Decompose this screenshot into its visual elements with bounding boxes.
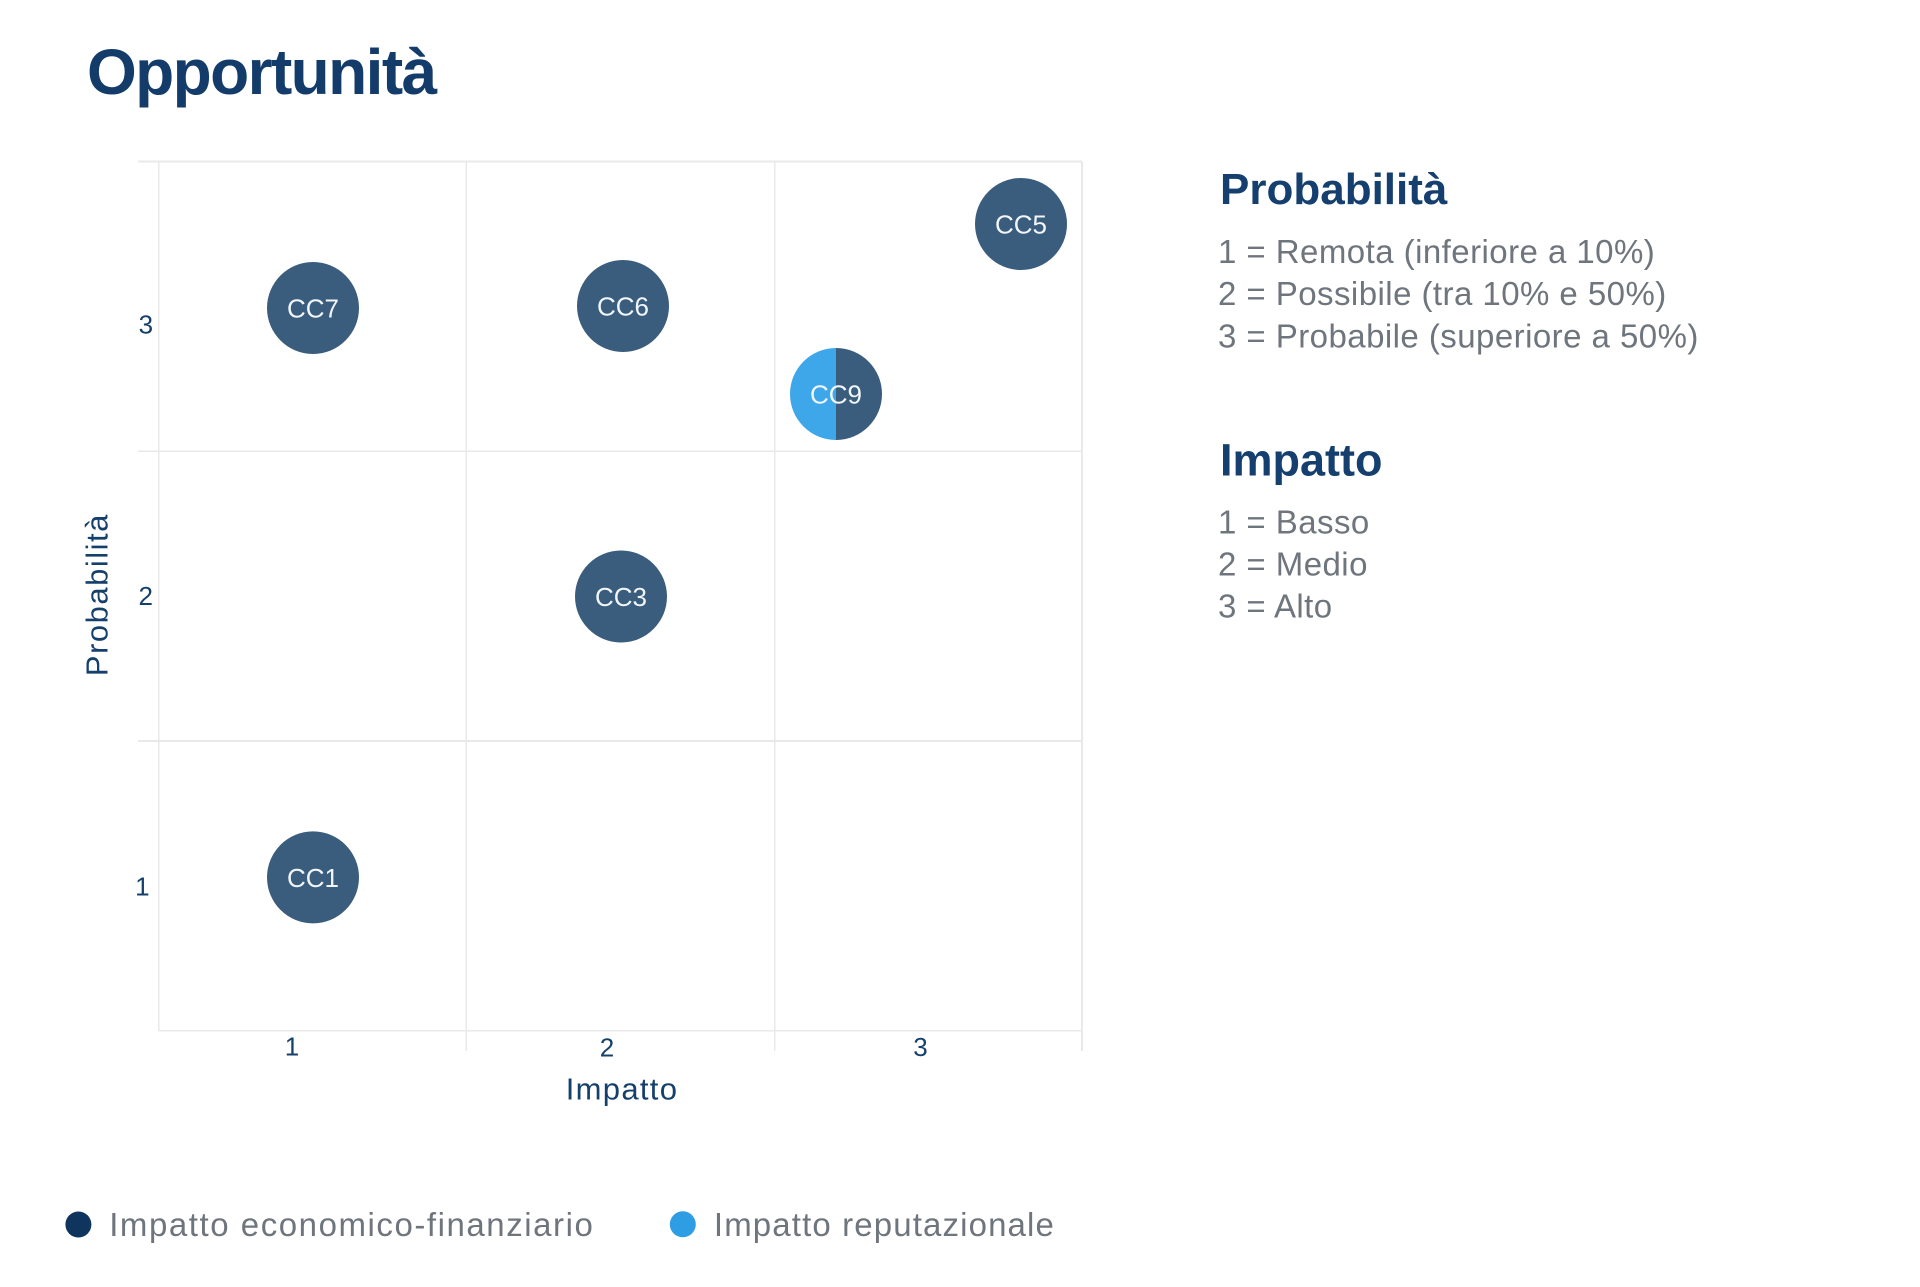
- svg-text:Impatto economico-finanziario: Impatto economico-finanziario: [109, 1206, 594, 1243]
- svg-text:CC6: CC6: [597, 292, 649, 322]
- svg-text:Impatto: Impatto: [1220, 435, 1383, 486]
- svg-text:CC5: CC5: [995, 210, 1047, 240]
- svg-text:Probabilità: Probabilità: [1220, 165, 1448, 214]
- svg-text:CC3: CC3: [595, 582, 647, 612]
- svg-text:3: 3: [913, 1032, 927, 1062]
- svg-text:3 = Probabile (superiore a 50%: 3 = Probabile (superiore a 50%): [1218, 317, 1699, 354]
- svg-text:Impatto: Impatto: [566, 1071, 678, 1106]
- svg-text:Impatto reputazionale: Impatto reputazionale: [714, 1206, 1055, 1243]
- svg-text:2: 2: [138, 581, 152, 611]
- svg-text:2 = Medio: 2 = Medio: [1218, 546, 1368, 583]
- svg-text:1 = Remota (inferiore a 10%): 1 = Remota (inferiore a 10%): [1218, 233, 1655, 270]
- svg-text:CC7: CC7: [287, 294, 339, 324]
- svg-text:2: 2: [600, 1033, 614, 1063]
- svg-text:3 = Alto: 3 = Alto: [1218, 588, 1333, 625]
- svg-text:2 = Possibile (tra 10% e 50%): 2 = Possibile (tra 10% e 50%): [1218, 275, 1667, 312]
- svg-text:3: 3: [139, 310, 153, 340]
- svg-text:CC1: CC1: [287, 863, 339, 893]
- svg-text:1: 1: [285, 1032, 299, 1062]
- svg-text:1 = Basso: 1 = Basso: [1218, 504, 1370, 541]
- svg-text:CC9: CC9: [810, 380, 862, 410]
- svg-text:Opportunità: Opportunità: [87, 36, 438, 108]
- svg-text:1: 1: [135, 872, 149, 902]
- svg-text:Probabilità: Probabilità: [80, 513, 115, 676]
